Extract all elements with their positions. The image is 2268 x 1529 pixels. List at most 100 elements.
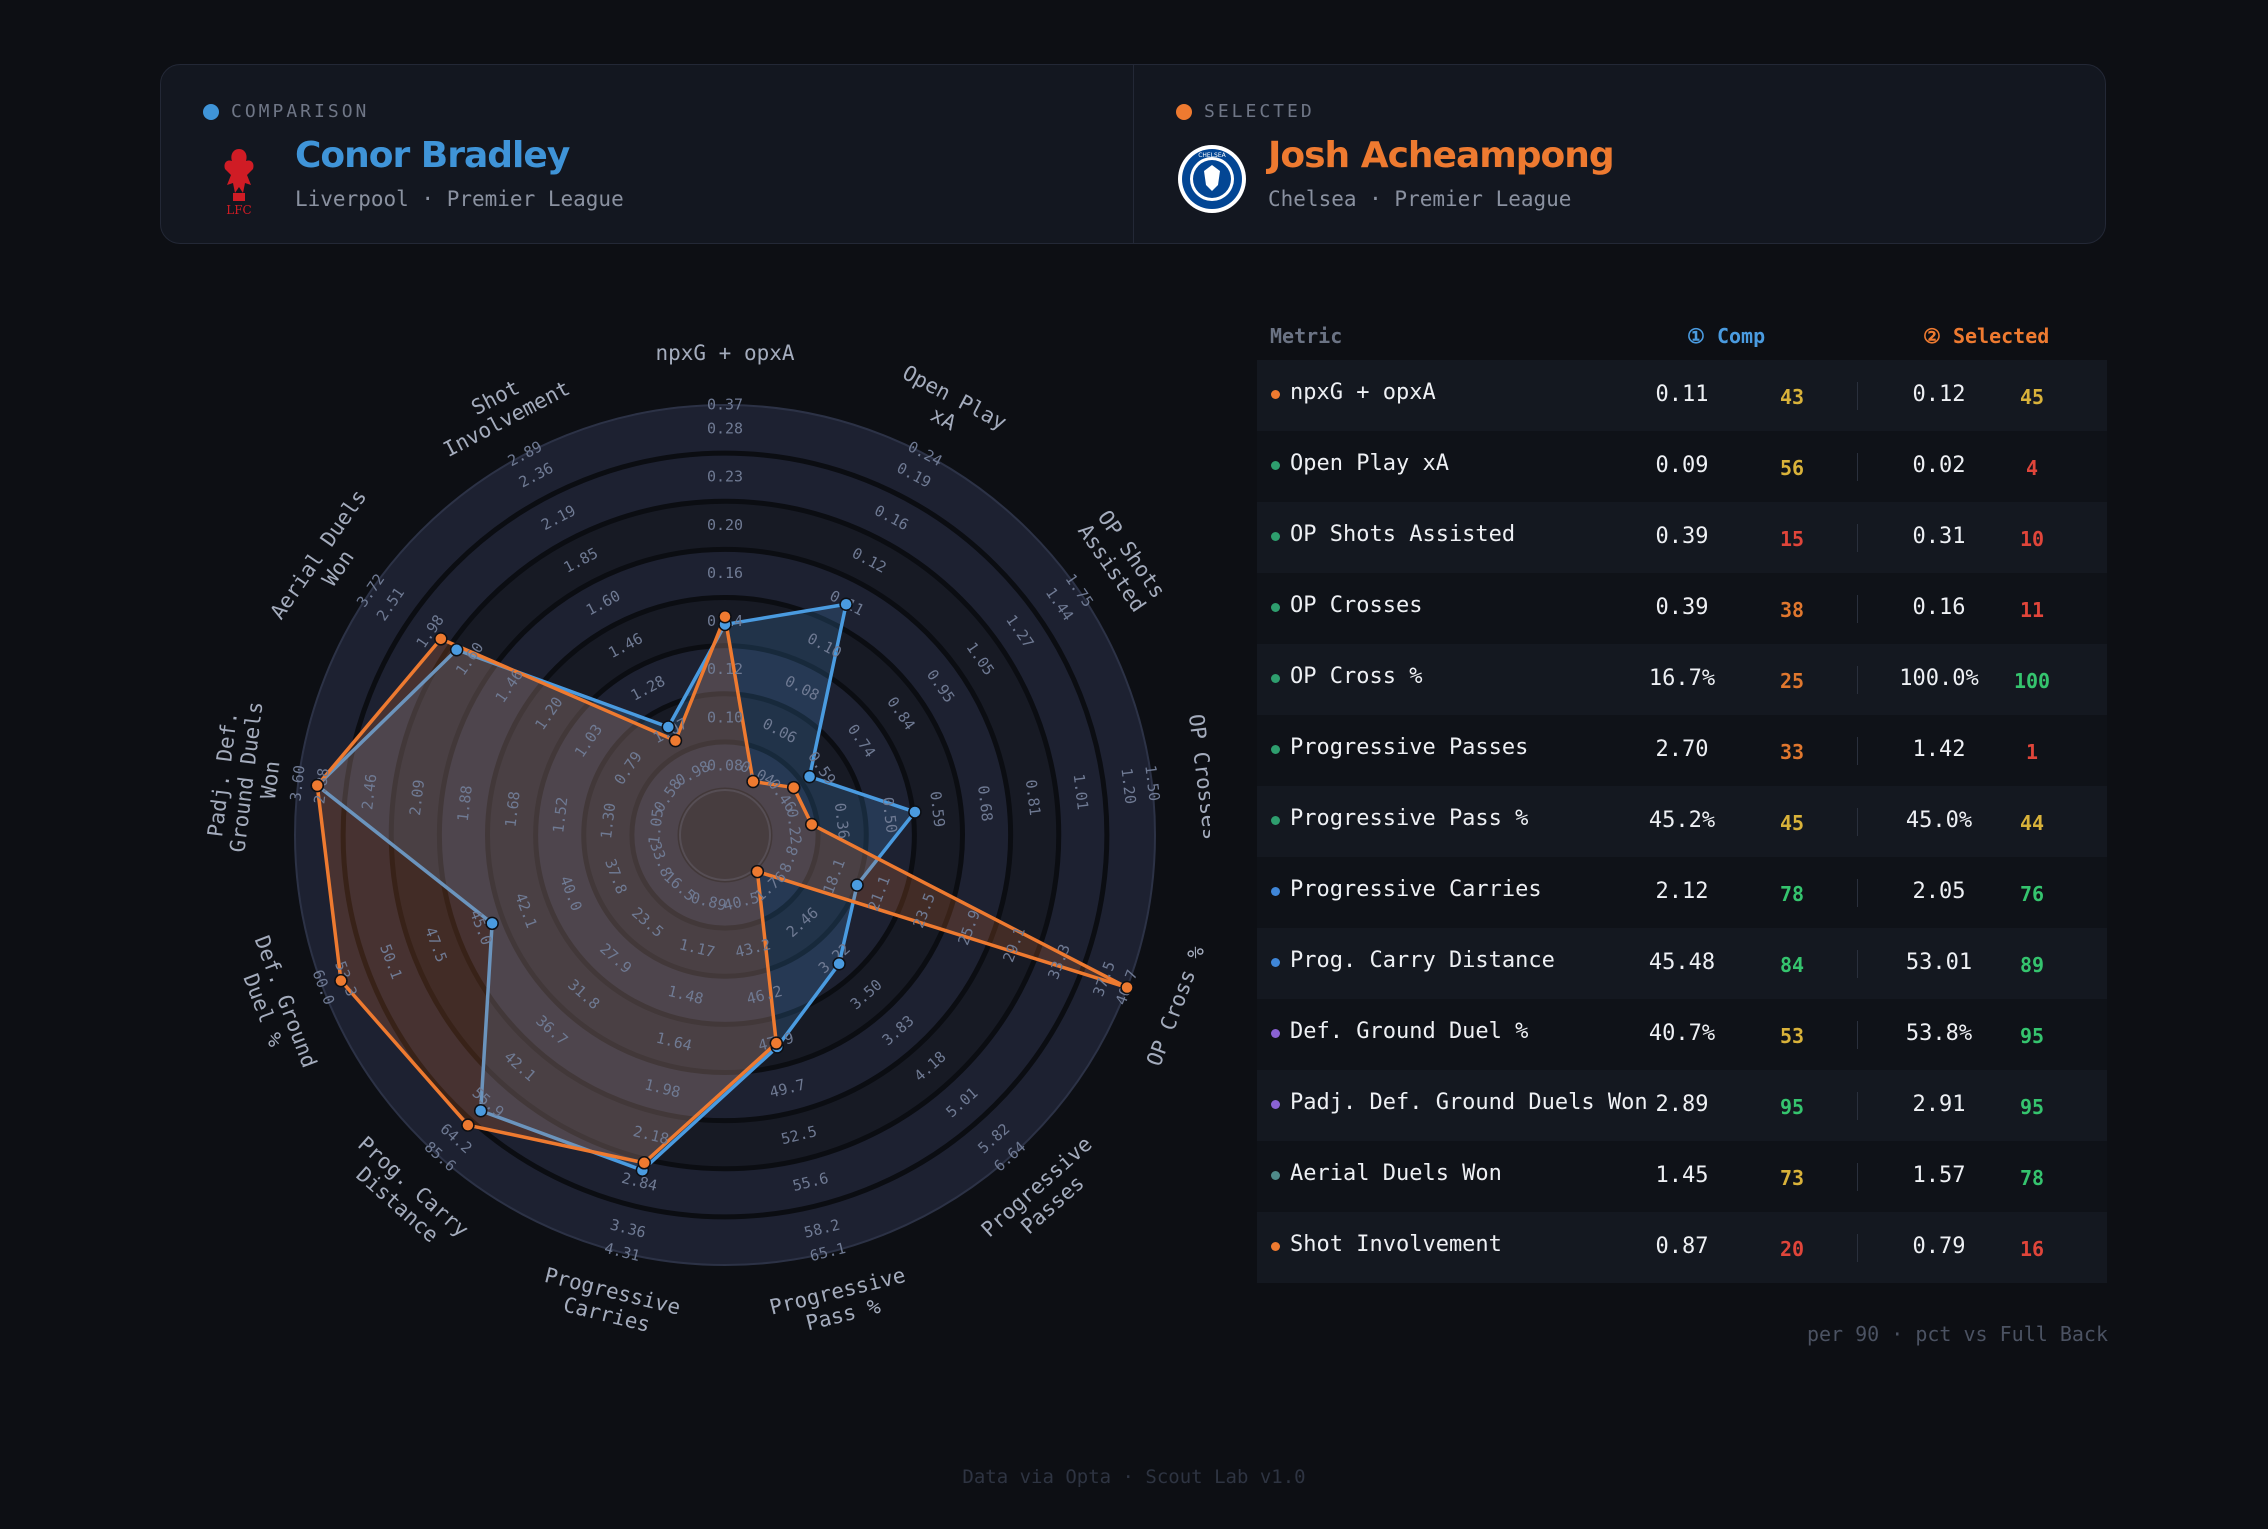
header-metric: Metric [1270, 324, 1343, 348]
comp-percentile: 53 [1779, 1024, 1805, 1048]
radar-tick-label: 0.22 [783, 808, 805, 846]
table-row: Aerial Duels Won 1.45 73 1.57 78 [1257, 1141, 2107, 1212]
selected-percentile: 44 [2019, 811, 2045, 835]
comparison-dot [203, 103, 219, 120]
table-row: Progressive Pass % 45.2% 45 45.0% 44 [1257, 786, 2107, 857]
divider [1857, 1163, 1858, 1191]
radar-tick-label: 1.88 [454, 784, 476, 822]
metric-group-dot [1271, 390, 1280, 399]
divider [1857, 1234, 1858, 1262]
metric-name: Open Play xA [1290, 451, 1449, 476]
radar-tick-label: 1.20 [1117, 767, 1139, 805]
metrics-table: Metric ① Comp ② Selected npxG + opxA 0.11… [1257, 318, 2107, 1283]
comp-value: 2.89 [1655, 1092, 1709, 1117]
header-comp: ① Comp [1687, 324, 1766, 348]
selected-value: 1.57 [1912, 1163, 1966, 1188]
comp-percentile: 73 [1779, 1166, 1805, 1190]
metric-group-dot [1271, 1242, 1280, 1251]
comp-value: 0.39 [1655, 595, 1709, 620]
comp-percentile: 45 [1779, 811, 1805, 835]
comp-percentile: 33 [1779, 740, 1805, 764]
selected-percentile: 100 [2013, 669, 2051, 693]
radar-tick-label: 0.37 [707, 396, 743, 414]
table-row: Shot Involvement 0.87 20 0.79 16 [1257, 1212, 2107, 1283]
divider [1857, 666, 1858, 694]
series-selected-point [718, 610, 732, 624]
comp-value: 0.09 [1655, 453, 1709, 478]
comp-value: 2.12 [1655, 879, 1709, 904]
divider [1857, 879, 1858, 907]
table-row: OP Crosses 0.39 38 0.16 11 [1257, 573, 2107, 644]
metric-group-dot [1271, 603, 1280, 612]
series-selected-point [746, 774, 760, 789]
radar-tick-label: 0.20 [707, 516, 743, 534]
selected-value: 0.12 [1912, 382, 1966, 407]
selected-percentile: 16 [2019, 1237, 2045, 1261]
series-selected-point [786, 780, 801, 795]
series-selected-point [637, 1156, 651, 1170]
comparison-tag: COMPARISON [231, 101, 370, 122]
radar-tick-label: 0.36 [831, 802, 853, 840]
svg-text:LFC: LFC [226, 203, 251, 217]
divider [1857, 382, 1858, 410]
comparison-player-card: COMPARISON LFC Conor Bradley Liverpool ·… [161, 65, 1133, 243]
credit: Data via Opta · Scout Lab v1.0 [962, 1466, 1306, 1488]
divider [1857, 1092, 1858, 1120]
radar-axis-label: ProgressivePass % [767, 1263, 914, 1343]
radar-axis-label: ProgressiveCarries [536, 1263, 683, 1343]
series-comparison-point [485, 916, 499, 931]
metric-group-dot [1271, 674, 1280, 683]
selected-value: 53.01 [1905, 950, 1973, 975]
table-row: OP Cross % 16.7% 25 100.0% 100 [1257, 644, 2107, 715]
header-selected: ② Selected [1923, 324, 2050, 348]
metric-name: npxG + opxA [1290, 380, 1436, 405]
comp-value: 1.45 [1655, 1163, 1709, 1188]
metric-name: Prog. Carry Distance [1290, 948, 1555, 973]
table-row: Open Play xA 0.09 56 0.02 4 [1257, 431, 2107, 502]
selected-value: 0.79 [1912, 1234, 1966, 1259]
radar-tick-label: 0.23 [707, 468, 743, 486]
svg-text:CHELSEA: CHELSEA [1198, 152, 1226, 159]
comparison-player-meta: Liverpool · Premier League [295, 187, 624, 211]
radar-tick-label: 0.50 [878, 796, 900, 834]
comp-percentile: 43 [1779, 385, 1805, 409]
series-comparison-point [839, 597, 853, 612]
selected-percentile: 95 [2019, 1095, 2045, 1119]
metric-group-dot [1271, 887, 1280, 896]
metric-group-dot [1271, 816, 1280, 825]
comp-value: 2.70 [1655, 737, 1709, 762]
series-selected-point [804, 817, 819, 832]
comp-value: 0.11 [1655, 382, 1709, 407]
table-row: Prog. Carry Distance 45.48 84 53.01 89 [1257, 928, 2107, 999]
metric-name: OP Cross % [1290, 664, 1423, 689]
radar-chart: 0.080.100.120.140.160.200.230.280.370.04… [203, 341, 1210, 1343]
selected-percentile: 78 [2019, 1166, 2045, 1190]
comp-percentile: 95 [1779, 1095, 1805, 1119]
comp-value: 45.2% [1648, 808, 1716, 833]
table-row: Def. Ground Duel % 40.7% 53 53.8% 95 [1257, 999, 2107, 1070]
divider [1857, 1021, 1858, 1049]
footnote: per 90 · pct vs Full Back [1806, 1322, 2108, 1346]
divider [1857, 595, 1858, 623]
radar-tick-label: 0.59 [926, 790, 948, 828]
comp-value: 0.87 [1655, 1234, 1709, 1259]
metric-group-dot [1271, 532, 1280, 541]
metric-name: Def. Ground Duel % [1290, 1019, 1529, 1044]
metric-name: Shot Involvement [1290, 1232, 1502, 1257]
selected-dot [1176, 103, 1192, 120]
radar-tick-label: 1.05 [645, 808, 667, 846]
series-selected-point [1120, 980, 1134, 995]
metric-group-dot [1271, 1029, 1280, 1038]
radar-axis-label: OP Cross % [1142, 942, 1209, 1069]
selected-player-card: SELECTED CHELSEA Josh Acheampong Chelsea… [1133, 65, 2106, 243]
table-row: npxG + opxA 0.11 43 0.12 45 [1257, 360, 2107, 431]
radar-axis-label: Open PlayxA [887, 361, 1010, 456]
comp-value: 45.48 [1648, 950, 1716, 975]
metric-name: Aerial Duels Won [1290, 1161, 1502, 1186]
selected-player-name: Josh Acheampong [1268, 135, 1615, 176]
selected-percentile: 45 [2019, 385, 2045, 409]
comparison-player-name: Conor Bradley [295, 135, 570, 176]
metric-group-dot [1271, 745, 1280, 754]
series-selected-point [461, 1118, 475, 1132]
selected-value: 2.05 [1912, 879, 1966, 904]
